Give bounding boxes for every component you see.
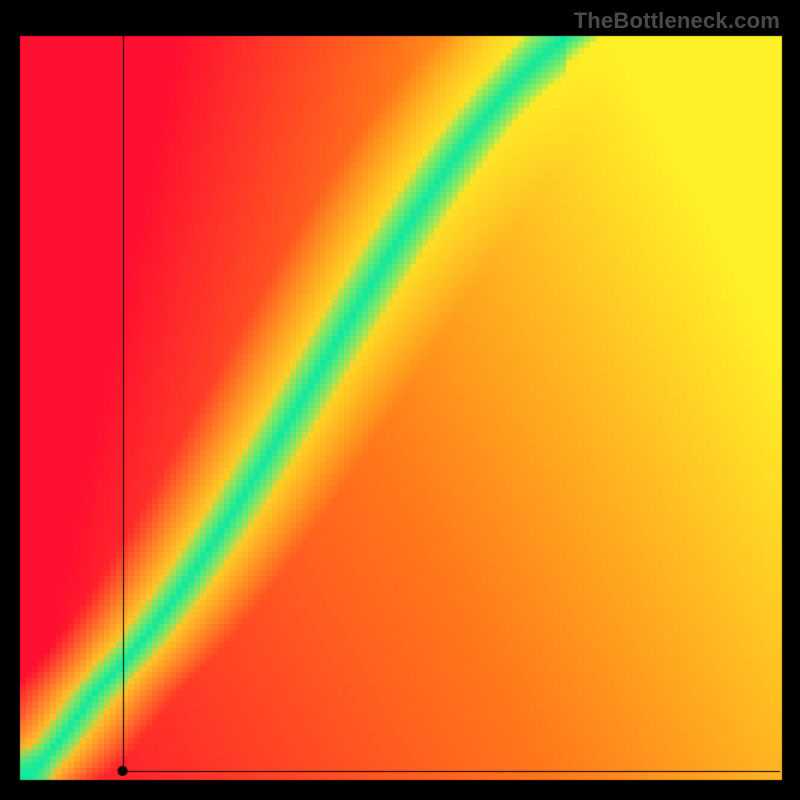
watermark-text: TheBottleneck.com	[574, 8, 780, 34]
bottleneck-heatmap	[0, 0, 800, 800]
